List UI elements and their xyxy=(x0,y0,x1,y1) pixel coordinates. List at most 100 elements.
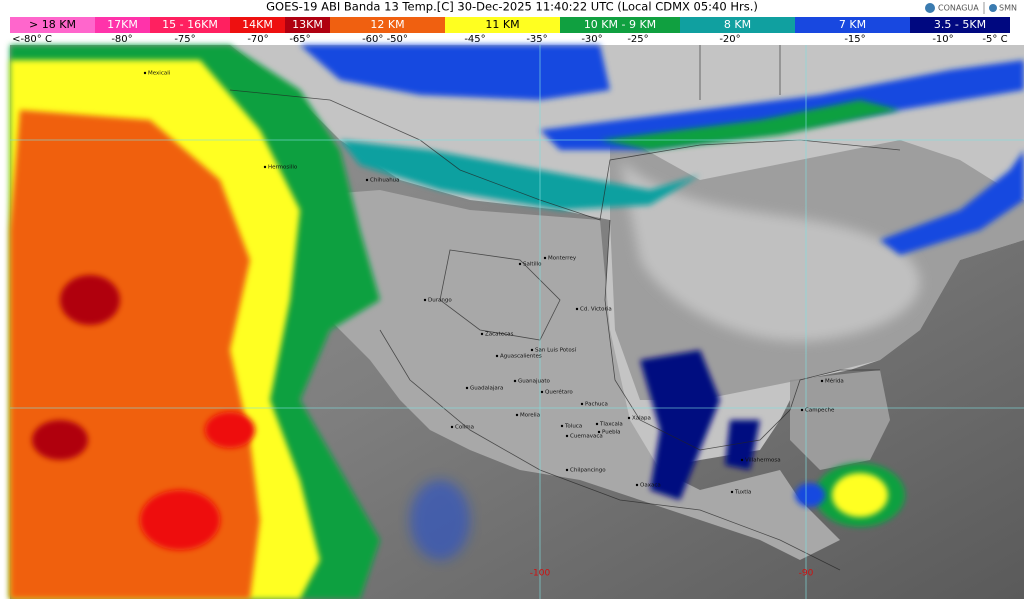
legend-label: 3.5 - 5KM xyxy=(934,18,986,31)
legend-swatch xyxy=(910,17,1010,33)
city-marker xyxy=(595,422,599,426)
city-label: Cuernavaca xyxy=(570,434,603,440)
city-marker xyxy=(800,408,804,412)
city-marker xyxy=(515,413,519,417)
city-marker xyxy=(730,490,734,494)
city-label: Tuxtla xyxy=(734,490,751,496)
city-label: Hermosillo xyxy=(268,165,298,171)
city-label: Querétaro xyxy=(545,389,573,396)
legend-swatch xyxy=(445,17,560,33)
city-marker xyxy=(560,424,564,428)
legend-label: 12 KM xyxy=(370,18,404,31)
city-marker xyxy=(565,468,569,472)
legend-label: > 18 KM xyxy=(29,18,76,31)
legend-label: 14KM xyxy=(242,18,273,31)
legend-temperature: -10° xyxy=(932,34,953,45)
legend-temperature: -80° xyxy=(111,34,132,45)
city-label: Oaxaca xyxy=(640,483,661,489)
city-label: Chilpancingo xyxy=(570,468,606,474)
city-marker xyxy=(575,307,579,311)
city-marker xyxy=(565,434,569,438)
city-label: Saltillo xyxy=(523,262,542,268)
city-marker xyxy=(513,379,517,383)
city-label: Guanajuato xyxy=(518,379,551,385)
legend-swatch xyxy=(150,17,230,33)
city-marker xyxy=(450,425,454,429)
city-label: Villahermosa xyxy=(745,458,781,464)
grid-label: -100 xyxy=(530,569,551,579)
legend-temperature: -5° C xyxy=(982,34,1007,45)
city-label: Durango xyxy=(428,298,452,304)
legend-temperature: -65° xyxy=(289,34,310,45)
title: GOES-19 ABI Banda 13 Temp.[C] 30-Dec-202… xyxy=(266,0,758,14)
legend-label: 13KM xyxy=(292,18,323,31)
map xyxy=(10,45,1024,599)
legend-temperature: -75° xyxy=(174,34,195,45)
city-marker xyxy=(740,458,744,462)
grid-labels: -100 -90 xyxy=(530,569,814,579)
city-label: Toluca xyxy=(564,424,582,430)
legend-temperature: -45° xyxy=(464,34,485,45)
legend-swatch xyxy=(285,17,330,33)
city-marker xyxy=(423,298,427,302)
city-label: Aguascalientes xyxy=(500,354,542,360)
city-label: Guadalajara xyxy=(470,386,503,392)
city-marker xyxy=(495,354,499,358)
city-label: Cd. Victoria xyxy=(580,307,612,313)
city-label: Pachuca xyxy=(585,402,608,408)
legend-temperature: -35° xyxy=(526,34,547,45)
city-marker xyxy=(820,379,824,383)
city-label: Puebla xyxy=(602,430,620,436)
city-marker xyxy=(143,71,147,75)
legend-label: 7 KM xyxy=(839,18,866,31)
legend-temperature: -30° xyxy=(581,34,602,45)
city-label: Mérida xyxy=(825,378,844,385)
city-label: Mexicali xyxy=(148,71,171,77)
legend-temperature: -15° xyxy=(844,34,865,45)
legend-label: 11 KM xyxy=(485,18,519,31)
legend-label: 10 KM - 9 KM xyxy=(584,18,656,31)
city-marker xyxy=(635,483,639,487)
legend-swatch xyxy=(680,17,795,33)
legend-label: 8 KM xyxy=(724,18,751,31)
city-label: Colima xyxy=(455,425,474,431)
logos: CONAGUA SMN xyxy=(925,2,1017,14)
legend-label: 17KM xyxy=(107,18,138,31)
legend-temperature: -20° xyxy=(719,34,740,45)
legend-temperature: <-80° C xyxy=(12,34,52,45)
city-marker xyxy=(480,332,484,336)
legend-swatch xyxy=(230,17,285,33)
city-marker xyxy=(465,386,469,390)
logo-text: CONAGUA xyxy=(938,4,979,13)
city-marker xyxy=(543,256,547,260)
legend: > 18 KM 17KM 15 - 16KM 14KM 13KM 12 KM 11 KM 10… xyxy=(10,17,1024,45)
city-label: Tlaxcala xyxy=(599,422,623,428)
legend-swatch xyxy=(560,17,680,33)
city-marker xyxy=(530,348,534,352)
legend-swatch xyxy=(10,17,95,33)
grid-label: -90 xyxy=(799,569,814,579)
city-label: Morelia xyxy=(520,413,540,419)
legend-temperature: -70° xyxy=(247,34,268,45)
cities: Mexicali Hermosillo Chihuahua Saltillo Monte… xyxy=(143,71,844,496)
city-label: Chihuahua xyxy=(370,178,400,184)
legend-swatch xyxy=(95,17,150,33)
city-label: Xalapa xyxy=(632,416,651,422)
city-marker xyxy=(518,262,522,266)
legend-label: 15 - 16KM xyxy=(162,18,218,31)
logo-text: SMN xyxy=(999,4,1017,13)
city-marker xyxy=(627,416,631,420)
city-label: Zacatecas xyxy=(485,332,513,338)
city-label: San Luis Potosí xyxy=(535,347,577,354)
city-marker xyxy=(580,402,584,406)
legend-temperature: -60° -50° xyxy=(362,34,408,45)
legend-temperature: -25° xyxy=(627,34,648,45)
city-marker xyxy=(597,430,601,434)
city-marker xyxy=(540,390,544,394)
city-marker xyxy=(365,178,369,182)
legend-swatch xyxy=(330,17,445,33)
city-label: Campeche xyxy=(805,408,835,414)
city-marker xyxy=(263,165,267,169)
